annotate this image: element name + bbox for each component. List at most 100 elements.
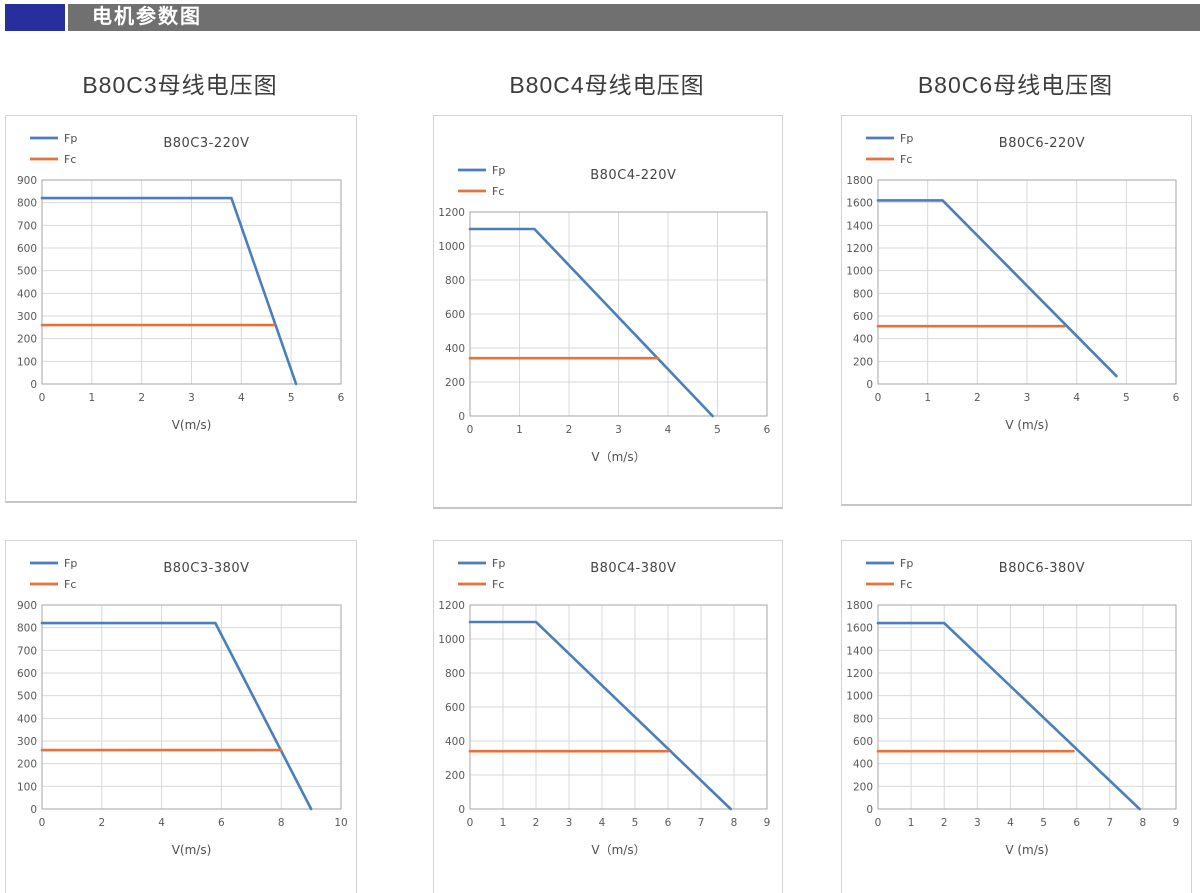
svg-text:4: 4 <box>599 817 606 829</box>
svg-text:B80C6-380V: B80C6-380V <box>999 561 1085 576</box>
svg-text:1000: 1000 <box>846 266 873 278</box>
svg-text:300: 300 <box>17 311 37 323</box>
svg-text:5: 5 <box>288 392 295 404</box>
chart-panel-b80c6-220v: 0 200 400 600 800 1000 1200 1400 1600 1800 0 1 2 3 4 5 6… <box>841 115 1192 506</box>
svg-text:1400: 1400 <box>846 645 873 657</box>
svg-text:B80C4-220V: B80C4-220V <box>590 168 676 183</box>
svg-text:300: 300 <box>17 736 37 748</box>
svg-text:3: 3 <box>566 817 573 829</box>
svg-text:B80C3-380V: B80C3-380V <box>163 561 249 576</box>
svg-text:10: 10 <box>334 817 347 829</box>
b80c4-380v-chart: 0 200 400 600 800 1000 1200 0 1 2 3 4 5 6 7 8 9 Fp Fc B80C4… <box>438 557 771 857</box>
svg-text:5: 5 <box>714 424 721 436</box>
svg-text:0: 0 <box>467 424 474 436</box>
svg-text:V（m/s）: V（m/s） <box>591 450 645 464</box>
svg-text:3: 3 <box>974 817 981 829</box>
svg-text:3: 3 <box>615 424 622 436</box>
svg-text:1: 1 <box>516 424 523 436</box>
header-bar: 电机参数图 <box>68 4 1200 31</box>
svg-text:Fp: Fp <box>492 164 505 177</box>
svg-text:800: 800 <box>853 288 873 300</box>
svg-text:2: 2 <box>533 817 540 829</box>
svg-text:V（m/s）: V（m/s） <box>591 843 645 857</box>
svg-text:0: 0 <box>39 392 46 404</box>
svg-text:2: 2 <box>941 817 948 829</box>
svg-text:500: 500 <box>17 691 37 703</box>
svg-text:0: 0 <box>875 392 882 404</box>
svg-text:6: 6 <box>218 817 225 829</box>
svg-text:5: 5 <box>632 817 639 829</box>
svg-text:B80C3-220V: B80C3-220V <box>163 136 249 151</box>
svg-text:V (m/s): V (m/s) <box>1005 843 1048 857</box>
svg-text:V (m/s): V (m/s) <box>1005 418 1048 432</box>
svg-text:Fc: Fc <box>492 185 504 198</box>
svg-text:6: 6 <box>338 392 345 404</box>
b80c3-220v-chart: 0 100 200 300 400 500 600 700 800 900 0 1 2 3 4 5 6 Fp Fc B… <box>17 132 345 432</box>
svg-text:Fp: Fp <box>900 557 913 570</box>
svg-text:0: 0 <box>30 804 37 816</box>
svg-text:1200: 1200 <box>438 207 465 219</box>
svg-text:1200: 1200 <box>846 243 873 255</box>
svg-text:1: 1 <box>88 392 95 404</box>
page-title: 电机参数图 <box>92 6 202 28</box>
svg-text:1600: 1600 <box>846 198 873 210</box>
svg-text:800: 800 <box>445 668 465 680</box>
svg-text:Fp: Fp <box>64 132 77 145</box>
svg-text:800: 800 <box>17 623 37 635</box>
svg-text:1: 1 <box>908 817 915 829</box>
svg-text:1600: 1600 <box>846 623 873 635</box>
svg-text:2: 2 <box>974 392 981 404</box>
svg-text:800: 800 <box>853 713 873 725</box>
svg-text:0: 0 <box>30 379 37 391</box>
svg-text:0: 0 <box>458 804 465 816</box>
svg-text:600: 600 <box>17 668 37 680</box>
svg-text:V(m/s): V(m/s) <box>172 843 212 857</box>
svg-text:9: 9 <box>764 817 771 829</box>
chart-panel-b80c4-220v: 0 200 400 600 800 1000 1200 0 1 2 3 4 5 6 Fp Fc B80C4-22… <box>433 115 783 509</box>
svg-text:7: 7 <box>698 817 705 829</box>
svg-text:400: 400 <box>445 343 465 355</box>
svg-text:6: 6 <box>665 817 672 829</box>
svg-text:400: 400 <box>17 713 37 725</box>
svg-text:2: 2 <box>566 424 573 436</box>
svg-text:4: 4 <box>665 424 672 436</box>
svg-text:200: 200 <box>17 759 37 771</box>
svg-text:100: 100 <box>17 781 37 793</box>
svg-text:Fc: Fc <box>900 578 912 591</box>
svg-text:400: 400 <box>17 288 37 300</box>
svg-text:5: 5 <box>1123 392 1130 404</box>
svg-text:B80C6-220V: B80C6-220V <box>999 136 1085 151</box>
svg-text:400: 400 <box>853 759 873 771</box>
svg-text:0: 0 <box>458 411 465 423</box>
svg-text:900: 900 <box>17 175 37 187</box>
svg-text:600: 600 <box>853 736 873 748</box>
svg-text:700: 700 <box>17 220 37 232</box>
svg-text:6: 6 <box>764 424 771 436</box>
svg-text:2: 2 <box>138 392 145 404</box>
header-accent-block <box>5 4 65 31</box>
svg-text:Fc: Fc <box>492 578 504 591</box>
svg-text:Fc: Fc <box>64 153 76 166</box>
svg-text:4: 4 <box>238 392 245 404</box>
b80c3-380v-chart: 0 100 200 300 400 500 600 700 800 900 0 2 4 6 8 10 Fp Fc B… <box>17 557 348 857</box>
svg-text:0: 0 <box>39 817 46 829</box>
svg-text:200: 200 <box>853 356 873 368</box>
svg-text:Fp: Fp <box>64 557 77 570</box>
svg-text:1800: 1800 <box>846 600 873 612</box>
svg-text:1000: 1000 <box>438 634 465 646</box>
svg-text:6: 6 <box>1073 817 1080 829</box>
svg-text:5: 5 <box>1040 817 1047 829</box>
chart-panel-b80c6-380v: 0 200 400 600 800 1000 1200 1400 1600 1800 0 1 2 3 4 5 6… <box>841 540 1192 893</box>
svg-text:8: 8 <box>278 817 285 829</box>
svg-text:Fp: Fp <box>492 557 505 570</box>
svg-text:500: 500 <box>17 266 37 278</box>
svg-text:100: 100 <box>17 356 37 368</box>
svg-text:0: 0 <box>866 379 873 391</box>
svg-text:400: 400 <box>853 334 873 346</box>
svg-text:200: 200 <box>445 377 465 389</box>
svg-text:1000: 1000 <box>846 691 873 703</box>
svg-text:3: 3 <box>1024 392 1031 404</box>
svg-text:Fc: Fc <box>900 153 912 166</box>
b80c6-380v-chart: 0 200 400 600 800 1000 1200 1400 1600 1800 0 1 2 3 4 5 6… <box>846 557 1179 857</box>
svg-text:200: 200 <box>445 770 465 782</box>
